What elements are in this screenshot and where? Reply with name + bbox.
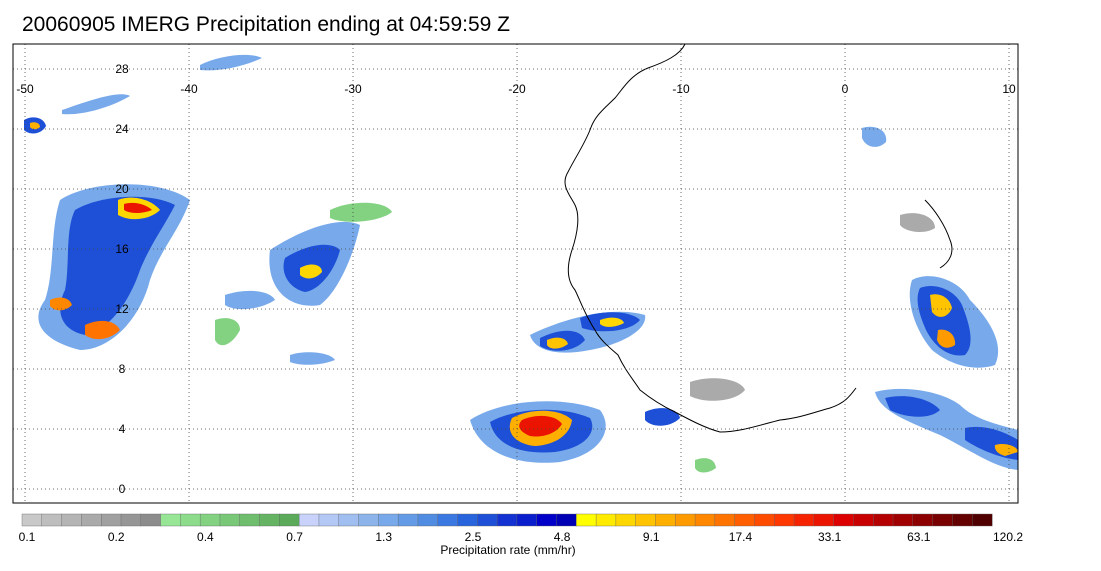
colorbar-swatch — [318, 513, 340, 527]
colorbar-swatch — [81, 513, 102, 527]
colorbar-swatch — [774, 513, 795, 527]
colorbar-swatch — [496, 513, 518, 527]
lon-tick-label: -50 — [16, 82, 34, 96]
longitude-ticks: -50 -40 -30 -20 -10 0 10 — [16, 82, 1016, 96]
colorbar-swatch — [873, 513, 894, 527]
colorbar-swatch — [120, 513, 142, 527]
colorbar-swatch — [279, 513, 300, 527]
colorbar-swatch — [853, 513, 874, 527]
colorbar-swatch — [754, 513, 775, 527]
colorbar-swatch — [932, 513, 953, 527]
colorbar-tick-label: 0.1 — [19, 530, 36, 544]
lat-tick-label: 24 — [115, 122, 129, 136]
colorbar-swatch — [714, 513, 736, 527]
colorbar-swatch — [675, 513, 696, 527]
colorbar-swatch — [477, 513, 498, 527]
colorbar-swatch — [239, 513, 261, 527]
lat-tick-label: 16 — [115, 242, 129, 256]
lat-tick-label: 8 — [119, 362, 126, 376]
map-frame — [12, 43, 1019, 504]
map-title: 20060905 IMERG Precipitation ending at 0… — [22, 13, 510, 36]
colorbar-swatch — [912, 513, 934, 527]
colorbar-swatch — [61, 513, 82, 527]
colorbar-tick-label: 33.1 — [818, 530, 842, 544]
precip-area-east — [862, 126, 1018, 470]
lon-tick-label: -20 — [508, 82, 526, 96]
lon-tick-label: -10 — [672, 82, 690, 96]
colorbar-swatch — [180, 513, 201, 527]
colorbar-swatch — [694, 513, 716, 527]
colorbar-tick-label: 2.5 — [465, 530, 482, 544]
latitude-ticks: 28 24 20 16 12 8 4 0 — [115, 62, 129, 496]
colorbar-tick-label: 63.1 — [907, 530, 931, 544]
colorbar-swatch — [140, 513, 162, 527]
colorbar-tick-label: 0.2 — [108, 530, 125, 544]
lat-tick-label: 4 — [119, 422, 126, 436]
lon-tick-label: 0 — [842, 82, 849, 96]
colorbar-swatch — [219, 513, 241, 527]
precip-area-west — [24, 54, 262, 350]
coastline — [564, 44, 857, 433]
colorbar-tick-label: 120.2 — [993, 530, 1023, 544]
colorbar-swatch — [576, 513, 597, 527]
colorbar-swatch — [734, 513, 755, 527]
colorbar-swatch — [417, 513, 439, 527]
lat-tick-label: 12 — [115, 302, 129, 316]
colorbar-swatch — [833, 513, 854, 527]
colorbar-label: Precipitation rate (mm/hr) — [440, 543, 575, 557]
lat-tick-label: 20 — [115, 182, 129, 196]
colorbar-tick-label: 17.4 — [729, 530, 753, 544]
colorbar-tick-label: 0.4 — [197, 530, 214, 544]
colorbar-swatch — [338, 513, 360, 527]
colorbar-swatch — [41, 513, 63, 527]
colorbar-swatch — [437, 513, 459, 527]
precip-area-central — [215, 202, 392, 365]
colorbar-tick-label: 9.1 — [643, 530, 660, 544]
gridlines — [13, 44, 1018, 503]
lat-tick-label: 28 — [115, 62, 129, 76]
colorbar-swatch — [892, 513, 914, 527]
colorbar-swatch — [378, 513, 399, 527]
colorbar-swatch — [536, 513, 557, 527]
colorbar-tick-label: 1.3 — [375, 530, 392, 544]
colorbar-tick-label: 4.8 — [554, 530, 571, 544]
colorbar-swatch — [595, 513, 617, 527]
precip-area-africa — [470, 311, 745, 473]
colorbar-swatch — [813, 513, 835, 527]
colorbar-swatch — [655, 513, 676, 527]
colorbar-swatch — [21, 513, 43, 527]
lon-tick-label: 10 — [1002, 82, 1016, 96]
colorbar-swatch — [259, 513, 280, 527]
colorbar-swatch — [298, 513, 320, 527]
colorbar-swatch — [199, 513, 221, 527]
colorbar-swatch — [556, 513, 577, 527]
colorbar-swatch — [100, 513, 122, 527]
lon-tick-label: -40 — [180, 82, 198, 96]
river — [924, 199, 953, 269]
colorbar-swatch — [972, 513, 993, 527]
colorbar-swatch — [397, 513, 419, 527]
colorbar-swatch — [615, 513, 637, 527]
colorbar-swatch — [358, 513, 379, 527]
colorbar-tick-label: 0.7 — [286, 530, 303, 544]
lat-tick-label: 0 — [119, 482, 126, 496]
colorbar-swatch — [516, 513, 538, 527]
colorbar-swatch — [635, 513, 656, 527]
colorbar-swatch — [457, 513, 478, 527]
colorbar-swatch — [952, 513, 973, 527]
lon-tick-label: -30 — [344, 82, 362, 96]
colorbar-swatch — [160, 513, 181, 527]
colorbar-swatch — [793, 513, 815, 527]
